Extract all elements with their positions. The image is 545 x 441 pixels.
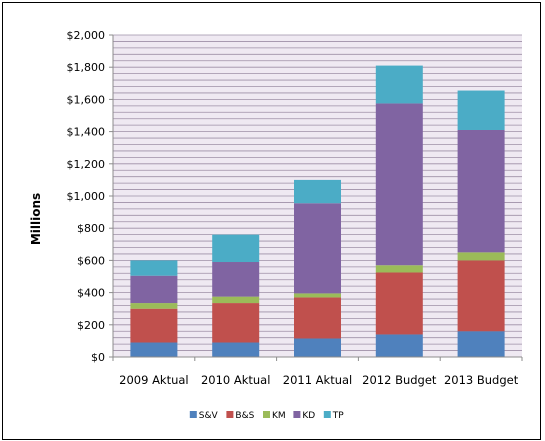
legend-label: S&V	[199, 411, 219, 421]
legend-swatch	[226, 411, 234, 418]
bar-segment	[457, 252, 505, 261]
legend: S&V B&S KM KD TP	[189, 411, 344, 421]
bar-segment	[294, 293, 341, 298]
bars	[130, 65, 505, 357]
y-tick-label: $800	[77, 222, 105, 235]
y-tick-label: $1,800	[67, 61, 106, 74]
bar-segment	[130, 342, 178, 357]
x-tick-label: 2011 Aktual	[283, 373, 353, 387]
y-tick-label: $0	[91, 351, 105, 364]
x-tick-label: 2010 Aktual	[201, 373, 271, 387]
legend-label: TP	[332, 411, 344, 421]
bar-segment	[212, 296, 260, 304]
y-tick-label: $200	[77, 319, 105, 332]
bar-segment	[212, 342, 260, 357]
bar-segment	[130, 275, 178, 304]
bar-segment	[457, 129, 505, 253]
bar-segment	[294, 179, 341, 204]
bar-segment	[294, 297, 341, 339]
y-tick-labels: $0 $200 $400 $600 $800 $1,000 $1,200 $1,400 $1,6…	[67, 29, 113, 364]
x-tick-label: 2012 Budget	[362, 373, 437, 387]
legend-swatch	[323, 411, 331, 418]
bar-segment	[212, 262, 260, 297]
bar-segment	[457, 90, 505, 130]
y-tick-label: $1,600	[67, 93, 106, 106]
bar-segment	[212, 303, 260, 343]
y-tick-label: $2,000	[67, 29, 106, 42]
y-tick-label: $1,400	[67, 126, 106, 139]
x-tick-label: 2009 Aktual	[119, 373, 189, 387]
y-tick-label: $1,000	[67, 190, 106, 203]
legend-label: KD	[302, 411, 315, 421]
bar-segment	[212, 234, 260, 263]
legend-label: KM	[272, 411, 286, 421]
bar-segment	[130, 308, 178, 343]
bar-segment	[457, 331, 505, 357]
bar-segment	[375, 65, 423, 104]
y-tick-label: $1,200	[67, 158, 106, 171]
x-tick-labels: 2009 Aktual 2010 Aktual 2011 Aktual 2012 Bu…	[112, 357, 523, 387]
bar-segment	[130, 260, 178, 276]
bar-segment	[294, 338, 341, 357]
legend-swatch	[189, 411, 197, 418]
legend-label: B&S	[235, 411, 254, 421]
bar-segment	[375, 103, 423, 266]
bar-segment	[457, 260, 505, 332]
bar-segment	[130, 303, 178, 309]
bar-segment	[375, 272, 423, 335]
y-tick-label: $400	[77, 287, 105, 300]
bar-segment	[294, 203, 341, 294]
bar-segment	[375, 265, 423, 273]
legend-swatch	[293, 411, 301, 418]
y-tick-label: $600	[77, 254, 105, 267]
x-tick-label: 2013 Budget	[444, 373, 519, 387]
bar-segment	[375, 334, 423, 357]
legend-swatch	[263, 411, 270, 418]
y-axis-label: Millions	[29, 193, 43, 245]
